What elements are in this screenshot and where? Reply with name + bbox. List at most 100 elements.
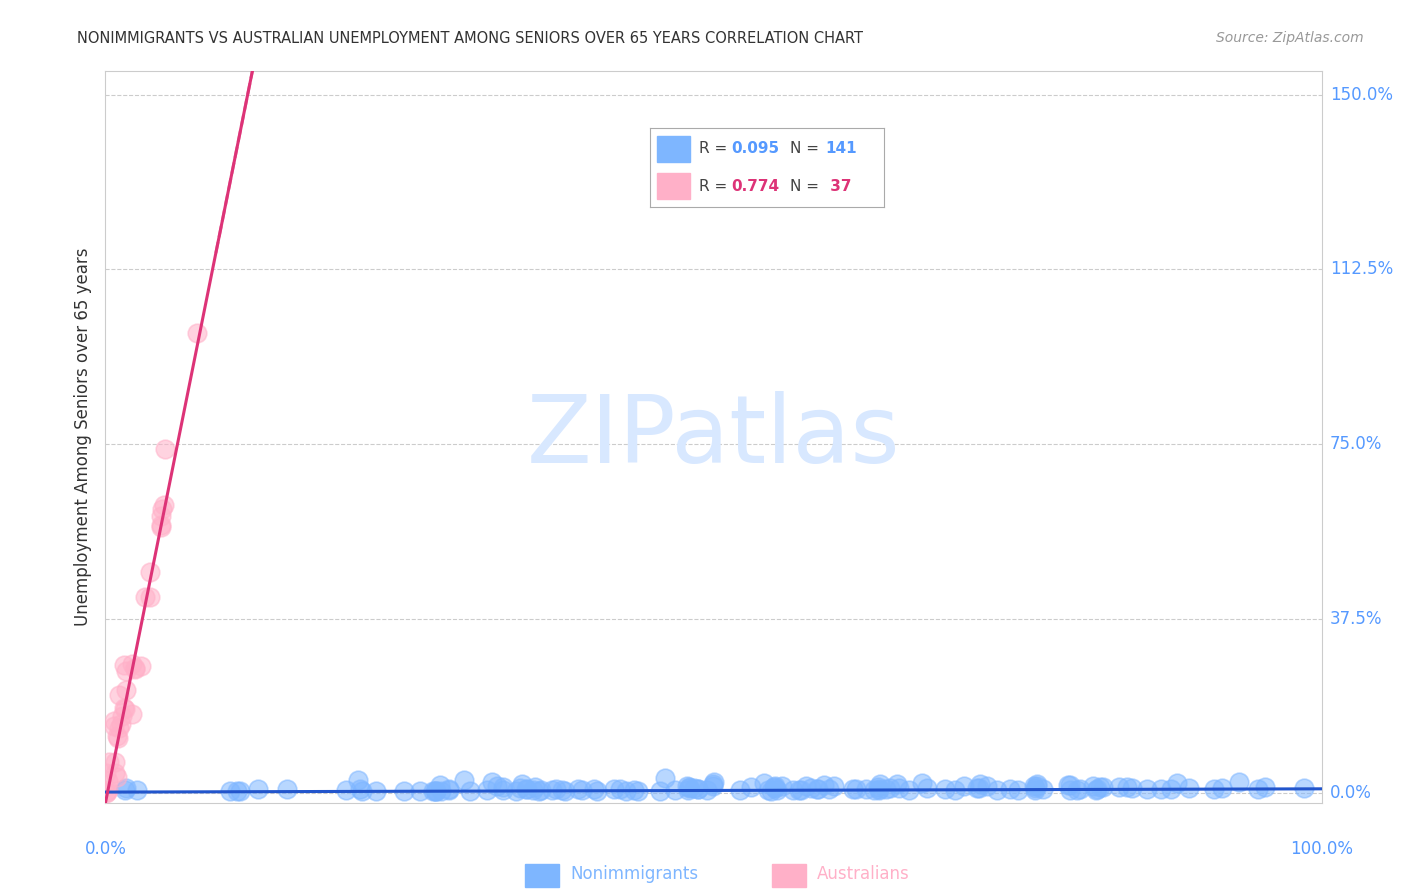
Text: 141: 141: [825, 142, 858, 156]
Point: [335, 783, 357, 797]
Point: [153, 442, 176, 456]
Point: [107, 731, 129, 746]
Point: [422, 784, 444, 798]
Point: [967, 781, 990, 796]
Point: [688, 782, 710, 797]
Point: [530, 783, 553, 797]
Point: [107, 688, 129, 702]
Point: [121, 657, 143, 671]
Point: [107, 721, 129, 735]
Point: [96, 785, 118, 799]
Point: [1024, 780, 1046, 794]
Point: [475, 783, 498, 797]
Point: [602, 782, 624, 797]
Bar: [772, 863, 806, 887]
Point: [103, 719, 125, 733]
Text: 0.0%: 0.0%: [84, 840, 127, 858]
Point: [425, 783, 447, 797]
Point: [149, 520, 172, 534]
Point: [911, 775, 934, 789]
Point: [897, 783, 920, 797]
Point: [609, 781, 631, 796]
Point: [149, 518, 172, 533]
Point: [105, 729, 128, 743]
Point: [554, 784, 576, 798]
Point: [98, 756, 121, 770]
Point: [186, 326, 208, 340]
Point: [509, 781, 531, 796]
Point: [806, 781, 828, 796]
Point: [505, 784, 527, 798]
Point: [139, 565, 162, 579]
Text: 75.0%: 75.0%: [1330, 435, 1382, 453]
Point: [1026, 777, 1049, 791]
Text: ZIPatlas: ZIPatlas: [527, 391, 900, 483]
Point: [813, 778, 835, 792]
Point: [1115, 780, 1137, 794]
Point: [787, 783, 810, 797]
Point: [425, 784, 447, 798]
Point: [807, 782, 830, 797]
Point: [103, 714, 125, 728]
Point: [1083, 779, 1105, 793]
Point: [409, 783, 432, 797]
Point: [915, 780, 938, 795]
Point: [1069, 781, 1091, 796]
Bar: [524, 863, 560, 887]
Point: [551, 783, 574, 797]
Point: [886, 777, 908, 791]
Text: 112.5%: 112.5%: [1330, 260, 1393, 278]
Text: NONIMMIGRANTS VS AUSTRALIAN UNEMPLOYMENT AMONG SENIORS OVER 65 YEARS CORRELATION: NONIMMIGRANTS VS AUSTRALIAN UNEMPLOYMENT…: [77, 31, 863, 46]
Point: [437, 782, 460, 797]
Point: [1091, 780, 1114, 794]
Text: N =: N =: [790, 142, 824, 156]
Point: [789, 783, 811, 797]
Point: [364, 784, 387, 798]
Text: Source: ZipAtlas.com: Source: ZipAtlas.com: [1216, 31, 1364, 45]
Point: [794, 779, 817, 793]
Point: [866, 780, 889, 794]
Text: R =: R =: [699, 178, 733, 194]
Text: 37.5%: 37.5%: [1330, 610, 1382, 628]
Text: 100.0%: 100.0%: [1291, 840, 1353, 858]
Point: [350, 784, 373, 798]
Y-axis label: Unemployment Among Seniors over 65 years: Unemployment Among Seniors over 65 years: [73, 248, 91, 626]
Text: 0.095: 0.095: [731, 142, 780, 156]
Text: 150.0%: 150.0%: [1330, 86, 1393, 103]
Point: [1088, 780, 1111, 794]
Point: [654, 771, 676, 785]
Point: [429, 778, 451, 792]
Point: [800, 780, 823, 795]
Point: [765, 779, 787, 793]
Point: [686, 782, 709, 797]
Point: [1024, 780, 1046, 795]
Point: [1136, 782, 1159, 797]
Point: [696, 782, 718, 797]
Point: [139, 591, 162, 605]
Point: [112, 658, 135, 673]
Point: [349, 782, 371, 797]
Point: [571, 783, 593, 797]
Point: [614, 784, 637, 798]
Point: [1059, 778, 1081, 792]
Point: [678, 780, 700, 794]
Point: [728, 783, 751, 797]
Point: [1057, 779, 1080, 793]
Point: [492, 780, 515, 794]
Point: [425, 784, 447, 798]
Text: 0.0%: 0.0%: [1330, 784, 1372, 803]
Point: [112, 700, 135, 714]
Point: [94, 765, 117, 780]
Point: [1084, 782, 1107, 797]
Point: [229, 783, 252, 797]
Text: Australians: Australians: [817, 865, 910, 883]
Point: [862, 782, 884, 797]
Text: 37: 37: [825, 178, 852, 194]
Point: [94, 787, 117, 801]
Point: [648, 784, 671, 798]
Point: [585, 783, 607, 797]
Point: [678, 783, 700, 797]
Point: [1211, 781, 1233, 796]
Point: [522, 783, 544, 797]
Point: [225, 784, 247, 798]
